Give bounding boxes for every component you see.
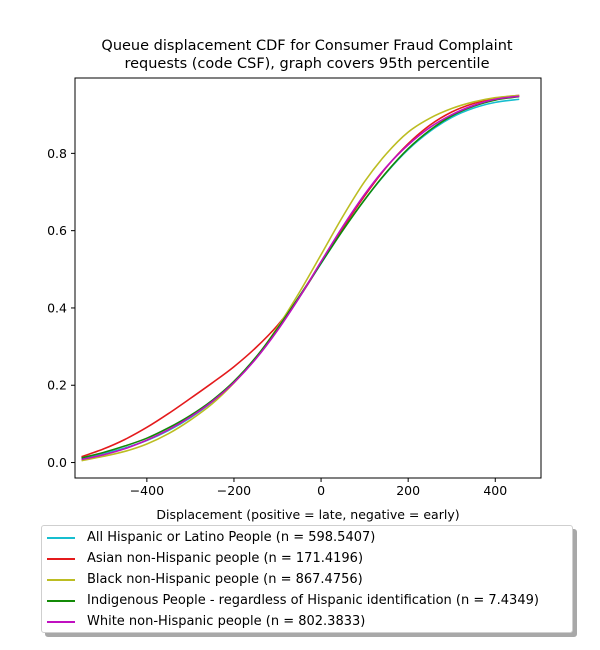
- legend-swatch: [47, 557, 75, 560]
- legend-item-4: Indigenous People - regardless of Hispan…: [42, 590, 572, 611]
- legend-swatch: [47, 620, 75, 623]
- legend-label: White non-Hispanic people (n = 802.3833): [87, 614, 366, 629]
- plot-frame: [74, 77, 542, 479]
- legend-item-1: All Hispanic or Latino People (n = 598.5…: [42, 527, 572, 548]
- chart-title: Queue displacement CDF for Consumer Frau…: [101, 38, 513, 72]
- y-tick-label: 0.4: [47, 300, 67, 315]
- legend-swatch: [47, 536, 75, 539]
- legend-item-3: Black non-Hispanic people (n = 867.4756): [42, 569, 572, 590]
- legend-swatch: [47, 578, 75, 581]
- legend-label: All Hispanic or Latino People (n = 598.5…: [87, 530, 376, 545]
- legend-label: Black non-Hispanic people (n = 867.4756): [87, 572, 363, 587]
- x-tick-label: 200: [396, 483, 420, 498]
- series-line-2: [81, 94, 520, 458]
- chart-legend: All Hispanic or Latino People (n = 598.5…: [41, 525, 573, 633]
- legend-label: Indigenous People - regardless of Hispan…: [87, 593, 539, 608]
- x-tick-label: −400: [130, 483, 164, 498]
- y-tick-label: 0.8: [47, 146, 67, 161]
- legend-item-5: White non-Hispanic people (n = 802.3833): [42, 611, 572, 632]
- y-tick-label: 0.0: [47, 455, 67, 470]
- y-tick-label: 0.6: [47, 223, 67, 238]
- x-tick-label: 0: [317, 483, 325, 498]
- y-tick-label: 0.2: [47, 378, 67, 393]
- x-tick-label: −200: [217, 483, 251, 498]
- legend-item-2: Asian non-Hispanic people (n = 171.4196): [42, 548, 572, 569]
- x-axis-label: Displacement (positive = late, negative …: [156, 507, 459, 522]
- series-line-4: [81, 95, 520, 459]
- series-line-1: [81, 98, 520, 460]
- series-line-3: [81, 94, 520, 462]
- series-line-5: [81, 95, 520, 461]
- x-tick-label: 400: [483, 483, 507, 498]
- legend-swatch: [47, 599, 75, 602]
- legend-label: Asian non-Hispanic people (n = 171.4196): [87, 551, 364, 566]
